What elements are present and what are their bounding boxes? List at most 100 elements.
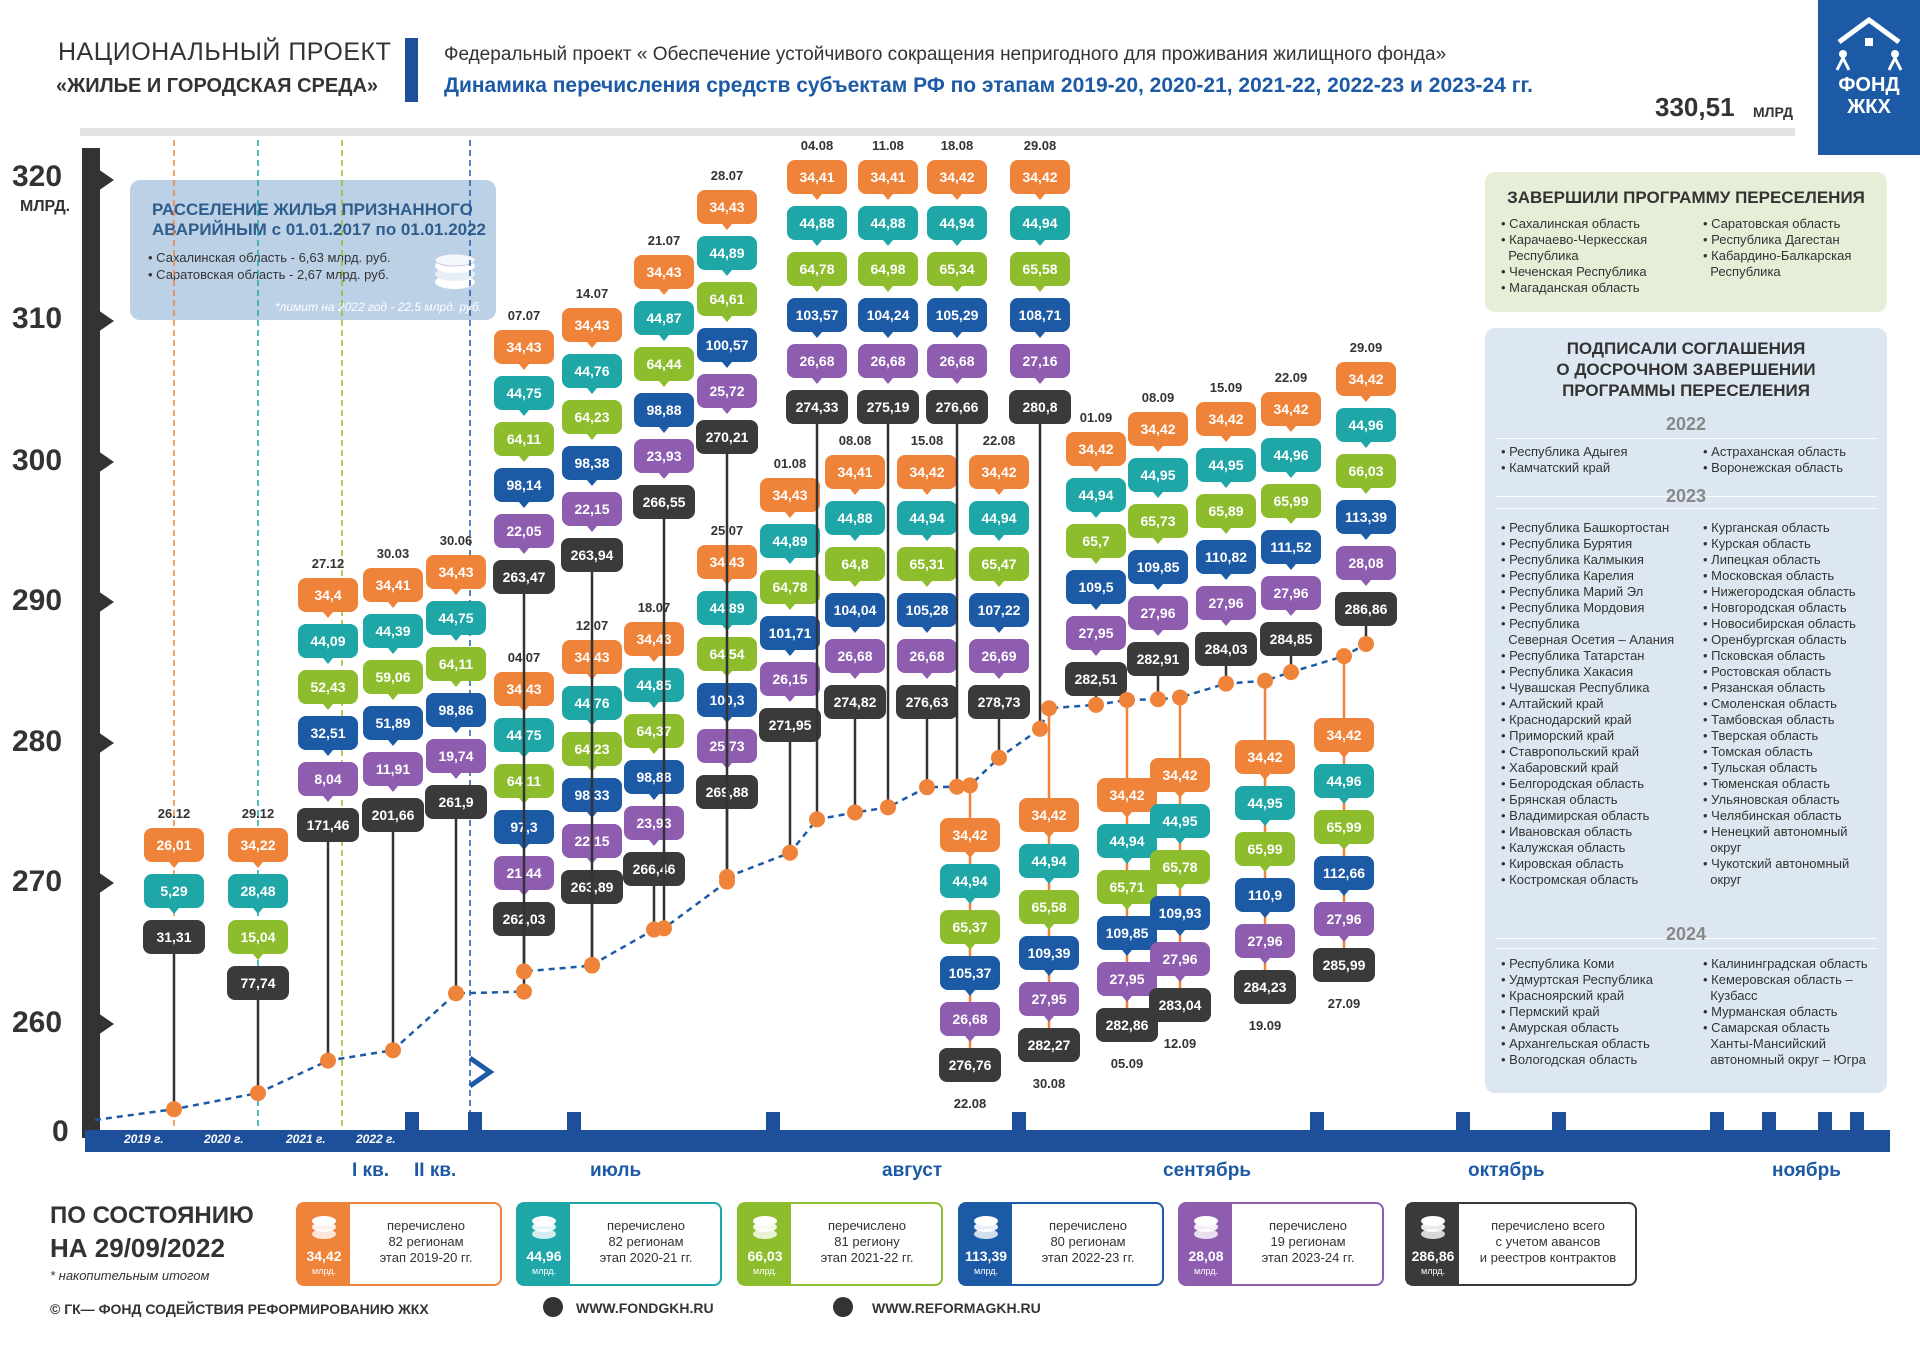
value-pill [897, 547, 957, 581]
value-label: 26,68 [799, 353, 834, 369]
value-label: 34,43 [772, 487, 807, 503]
legend-text: перечислено 19 регионам этап 2023-24 гг. [1261, 1218, 1355, 1265]
pill-pointer [587, 388, 597, 394]
pill-pointer [451, 589, 461, 595]
y-tick-310: 310 [12, 302, 63, 335]
value-pill [494, 330, 554, 364]
region-item: • Калужская область [1501, 840, 1626, 855]
data-point [991, 749, 1007, 766]
value-label: 34,42 [1326, 727, 1361, 743]
date-label: 12.09 [1164, 1036, 1197, 1051]
pill-pointer [519, 502, 529, 508]
date-label: 15.09 [1210, 380, 1243, 395]
pill-pointer [1339, 890, 1349, 896]
value-pill [940, 910, 1000, 944]
pill-pointer [785, 650, 795, 656]
data-point [448, 985, 464, 1002]
data-point [1336, 648, 1352, 665]
date-label: 30.03 [377, 546, 410, 561]
value-label: 65,73 [1140, 513, 1175, 529]
region-item: • Красноярский край [1501, 988, 1625, 1003]
value-label: 109,5 [1078, 579, 1113, 595]
value-label: 44,94 [1031, 853, 1066, 869]
pill-pointer [785, 696, 795, 702]
date-label: 27.12 [312, 556, 345, 571]
value-pill [1195, 632, 1257, 666]
value-label: 98,88 [636, 769, 671, 785]
value-label: 27,95 [1109, 971, 1144, 987]
value-label: 34,41 [870, 169, 905, 185]
legend-swatch: 34,42 млрд. [298, 1204, 350, 1284]
date-label: 18.08 [941, 138, 974, 153]
value-pill [1066, 432, 1126, 466]
value-label: 112,66 [1323, 865, 1365, 881]
region-item: • Мурманская область [1703, 1004, 1838, 1019]
date-label: 29.12 [242, 806, 275, 821]
region-item: • Липецкая область [1703, 552, 1821, 567]
legend-swatch: 286,86 млрд. [1407, 1204, 1459, 1284]
region-item: • Чувашская Республика [1501, 680, 1650, 695]
value-label: 105,29 [936, 307, 979, 323]
value-pill [939, 1048, 1001, 1082]
pill-pointer [323, 704, 333, 710]
value-label: 23,93 [646, 448, 681, 464]
value-label: 66,03 [1348, 463, 1383, 479]
value-label: 275,19 [867, 399, 910, 415]
list-2023-right: • Курганская область • Курская область • Л… [1703, 520, 1856, 888]
value-pill [1097, 962, 1157, 996]
region-item: • Брянская область [1501, 792, 1618, 807]
pill-pointer [1122, 858, 1132, 864]
value-pill [697, 236, 757, 270]
data-point [809, 811, 825, 828]
value-pill [1097, 870, 1157, 904]
divider [1495, 508, 1877, 509]
date-label: 29.08 [1024, 138, 1057, 153]
x-tick [468, 1112, 482, 1130]
x-tick [1850, 1112, 1864, 1130]
pill-pointer [850, 535, 860, 541]
value-pill [624, 622, 684, 656]
value-pill [144, 828, 204, 862]
value-label: 26,68 [952, 1011, 987, 1027]
pill-pointer [1035, 286, 1045, 292]
site-link-1[interactable]: WWW.FONDGKH.RU [576, 1300, 714, 1316]
value-label: 100,57 [706, 337, 749, 353]
value-label: 44,09 [310, 633, 345, 649]
value-label: 65,78 [1162, 859, 1197, 875]
x-tick [567, 1112, 581, 1130]
value-pill [363, 752, 423, 786]
pill-pointer [1361, 488, 1371, 494]
value-pill [1019, 798, 1079, 832]
x-tick [1456, 1112, 1470, 1130]
value-label: 109,85 [1137, 559, 1180, 575]
value-label: 44,87 [646, 310, 681, 326]
coins-icon [1421, 1216, 1445, 1239]
region-item: • Псковская область [1703, 648, 1826, 663]
value-label: 5,29 [160, 883, 187, 899]
pill-pointer [1361, 534, 1371, 540]
pill-pointer [1122, 812, 1132, 818]
note-title: РАССЕЛЕНИЕ ЖИЛЬЯ ПРИЗНАННОГО АВАРИЙНЫМ с … [152, 200, 486, 240]
region-item: округ [1703, 840, 1742, 855]
value-pill [1235, 924, 1295, 958]
value-label: 27,96 [1247, 933, 1282, 949]
data-point [1283, 664, 1299, 681]
value-pill [1019, 982, 1079, 1016]
value-pill [1128, 550, 1188, 584]
pill-pointer [388, 786, 398, 792]
site-link-2[interactable]: WWW.REFORMAGKH.RU [872, 1300, 1041, 1316]
region-item: • Саратовская область [1703, 216, 1841, 231]
value-pill [787, 252, 847, 286]
cumulative-note: * накопительным итогом [50, 1268, 210, 1283]
y-arrow [98, 169, 114, 191]
value-label: 26,68 [837, 648, 872, 664]
note-item: • Сахалинская область - 6,63 млрд. руб. [148, 250, 391, 265]
coins-icon [312, 1216, 336, 1239]
value-pill [624, 806, 684, 840]
value-pill [1314, 902, 1374, 936]
pill-pointer [1286, 426, 1296, 432]
y-tick-320: 320 [12, 160, 63, 193]
date-label: 26.12 [158, 806, 191, 821]
value-pill [1097, 916, 1157, 950]
month-august: август [882, 1160, 943, 1181]
